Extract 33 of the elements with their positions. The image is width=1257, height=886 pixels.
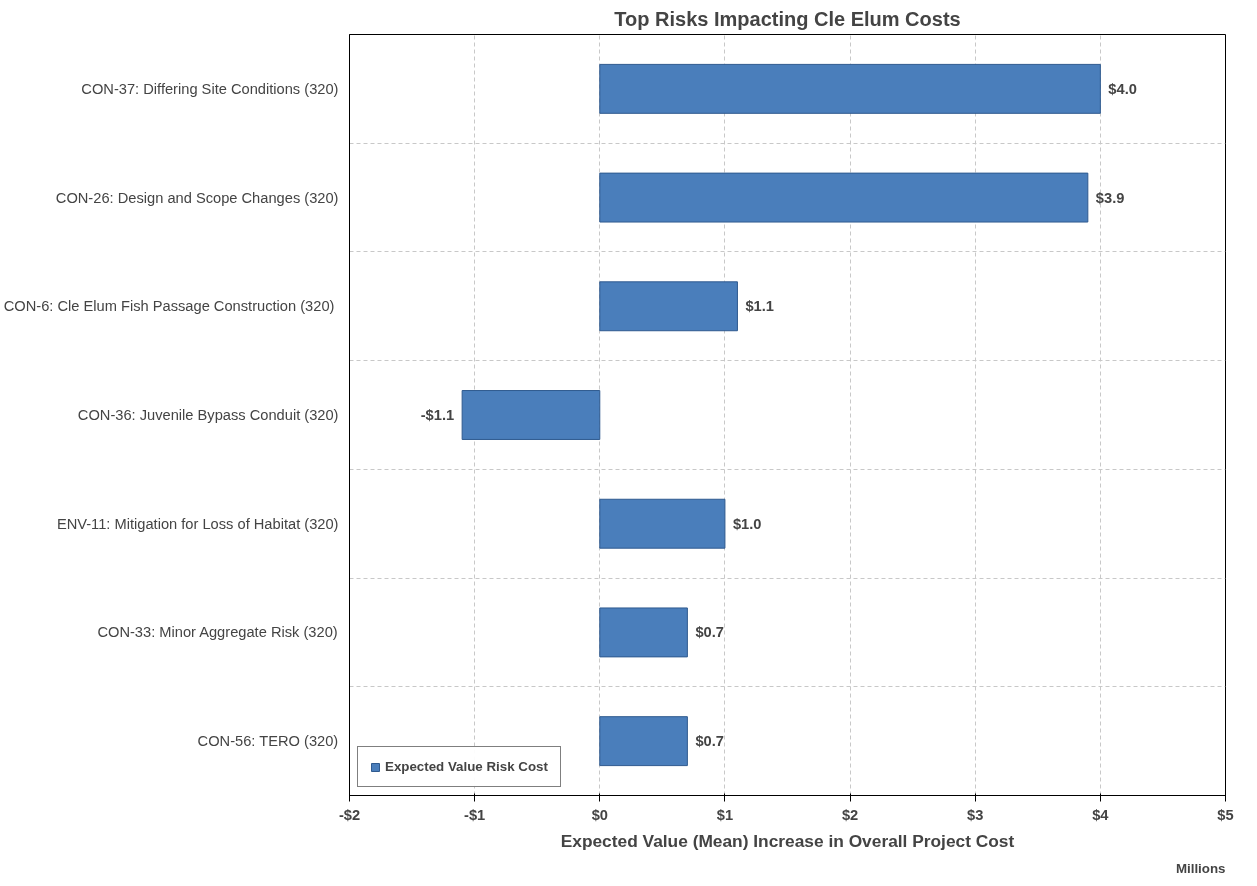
data-label: $1.1 [745,298,774,315]
bar [599,716,688,767]
chart-title: Top Risks Impacting Cle Elum Costs [614,7,961,30]
y-tick-label: CON-36: Juvenile Bypass Conduit (320) [77,407,339,423]
x-axis-title: Expected Value (Mean) Increase in Overall Project Cost [560,830,1015,851]
y-tick-label: CON-26: Design and Scope Changes (320) [55,189,339,206]
x-tick-label: $0 [591,806,608,823]
x-tick-label: -$2 [338,806,361,823]
legend-label: Expected Value Risk Cost [385,759,548,774]
y-tick-label: CON-37: Differing Site Conditions (320) [81,80,339,97]
bar [599,281,738,332]
y-tick-label: CON-6: Cle Elum Fish Passage Construction (320) [3,298,335,315]
data-label: $1.0 [732,515,762,532]
data-label: -$1.1 [420,407,455,423]
data-label: $0.7 [695,624,724,641]
x-tick-label: $4 [1092,806,1110,823]
x-tick-label: -$1 [464,806,486,823]
y-tick-label: ENV-11: Mitigation for Loss of Habitat (320) [56,515,339,532]
data-label: $4.0 [1108,80,1137,97]
bar [599,63,1101,114]
text: Millions [1175,860,1226,876]
y-tick-label: CON-33: Minor Aggregate Risk (320) [97,624,338,641]
x-tick-label: $2 [841,806,859,823]
bar [599,607,688,658]
y-tick-label: CON-56: TERO (320) [197,733,339,750]
x-tick-label: $1 [716,806,734,823]
data-label: $3.9 [1095,189,1125,206]
x-tick-label: $3 [967,806,984,823]
bar [599,498,726,549]
bar [461,390,601,440]
x-tick-label: $5 [1217,806,1234,823]
data-label: $0.7 [695,733,724,750]
bar [599,172,1089,223]
